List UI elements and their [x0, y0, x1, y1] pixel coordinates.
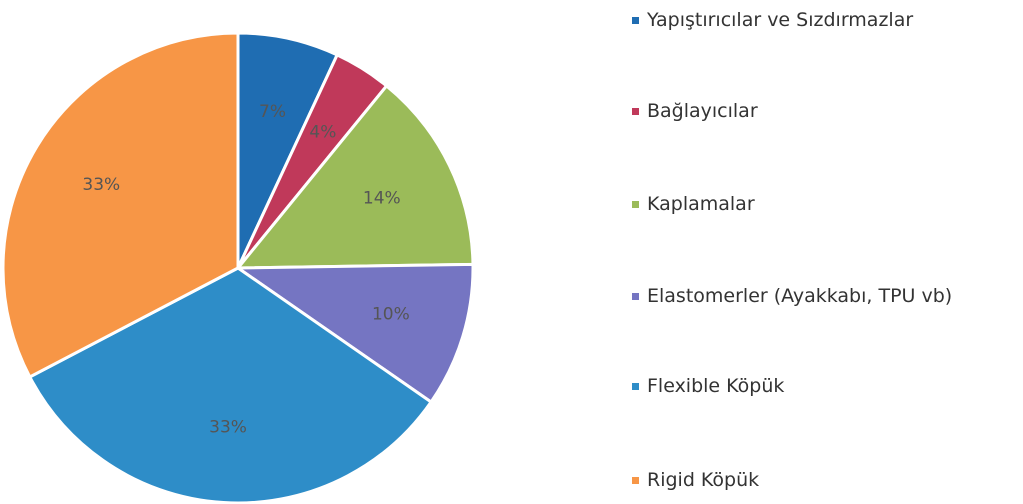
legend-label: Kaplamalar	[647, 193, 755, 215]
pie-slice	[233, 262, 475, 405]
legend-item: Bağlayıcılar	[628, 97, 1008, 125]
pie-slice	[234, 83, 475, 270]
legend-item: Rigid Köpük	[628, 466, 1008, 494]
legend-swatch	[632, 201, 639, 208]
legend-label: Rigid Köpük	[647, 469, 760, 491]
data-label: 14%	[363, 188, 401, 208]
legend-item: Kaplamalar	[628, 190, 1008, 218]
legend-label: Elastomerler (Ayakkabı, TPU vb)	[647, 285, 953, 307]
legend-label: Yapıştırıcılar ve Sızdırmazlar	[647, 9, 914, 31]
data-label: 33%	[209, 417, 247, 437]
legend-swatch	[632, 293, 639, 300]
legend-swatch	[632, 383, 639, 390]
legend-swatch	[632, 108, 639, 115]
pie-slice	[1, 31, 240, 379]
legend-label: Bağlayıcılar	[647, 100, 758, 122]
data-label: 33%	[82, 175, 120, 195]
legend-item: Flexible Köpük	[628, 372, 1008, 400]
legend-swatch	[632, 17, 639, 24]
legend-swatch	[632, 477, 639, 484]
pie-area: 7% 4% 14% 10% 33% 33%	[1, 31, 475, 504]
pie-slice	[236, 31, 340, 269]
data-label: 10%	[372, 305, 410, 325]
pie-slice	[27, 266, 434, 504]
data-label: 4%	[309, 123, 336, 143]
legend-label: Flexible Köpük	[647, 375, 785, 397]
legend-item: Elastomerler (Ayakkabı, TPU vb)	[628, 282, 1008, 310]
data-label: 7%	[259, 102, 286, 122]
legend-item: Yapıştırıcılar ve Sızdırmazlar	[628, 6, 1008, 34]
legend: Yapıştırıcılar ve Sızdırmazlar Bağlayıcıl…	[628, 0, 1018, 504]
